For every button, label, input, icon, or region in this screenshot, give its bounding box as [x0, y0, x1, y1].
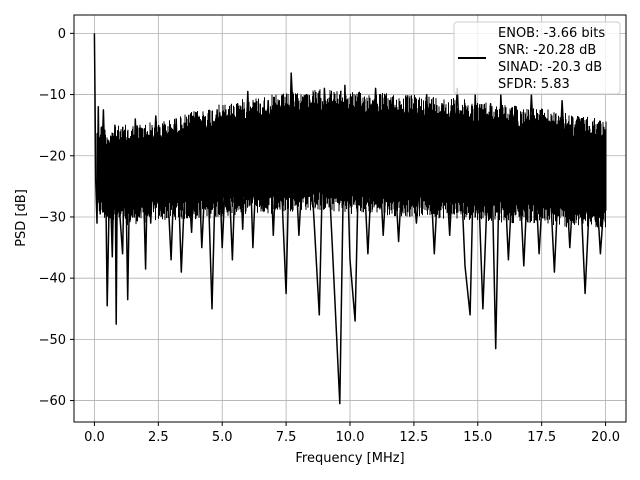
y-tick-label: −30 [39, 210, 66, 225]
x-axis-ticks: 0.0 2.5 5.0 7.5 10.0 12.5 15.0 17.5 20.0 [84, 422, 620, 445]
x-tick-label: 5.0 [212, 430, 233, 445]
y-tick-label: −50 [39, 333, 66, 348]
x-axis-label: Frequency [MHz] [295, 451, 404, 466]
y-axis-ticks: 0 −10 −20 −30 −40 −50 −60 [39, 27, 74, 409]
psd-series-line [93, 33, 607, 405]
y-axis-label: PSD [dB] [14, 189, 29, 247]
x-tick-label: 10.0 [336, 430, 365, 445]
x-tick-label: 0.0 [84, 430, 105, 445]
y-tick-label: −10 [39, 88, 66, 103]
legend-enob: ENOB: -3.66 bits [498, 26, 605, 41]
legend-sinad: SINAD: -20.3 dB [498, 60, 602, 75]
x-tick-label: 12.5 [399, 430, 428, 445]
legend-snr: SNR: -20.28 dB [498, 43, 596, 58]
x-tick-label: 2.5 [148, 430, 169, 445]
y-tick-label: 0 [58, 27, 66, 42]
legend-sfdr: SFDR: 5.83 [498, 77, 570, 92]
y-tick-label: −60 [39, 394, 66, 409]
x-tick-label: 7.5 [276, 430, 297, 445]
x-tick-label: 15.0 [463, 430, 492, 445]
y-tick-label: −20 [39, 149, 66, 164]
legend-box [453, 21, 621, 95]
y-tick-label: −40 [39, 272, 66, 287]
x-tick-label: 20.0 [591, 430, 620, 445]
legend: ENOB: -3.66 bits SNR: -20.28 dB SINAD: -… [453, 21, 621, 95]
plot-area [93, 33, 607, 405]
x-tick-label: 17.5 [527, 430, 556, 445]
